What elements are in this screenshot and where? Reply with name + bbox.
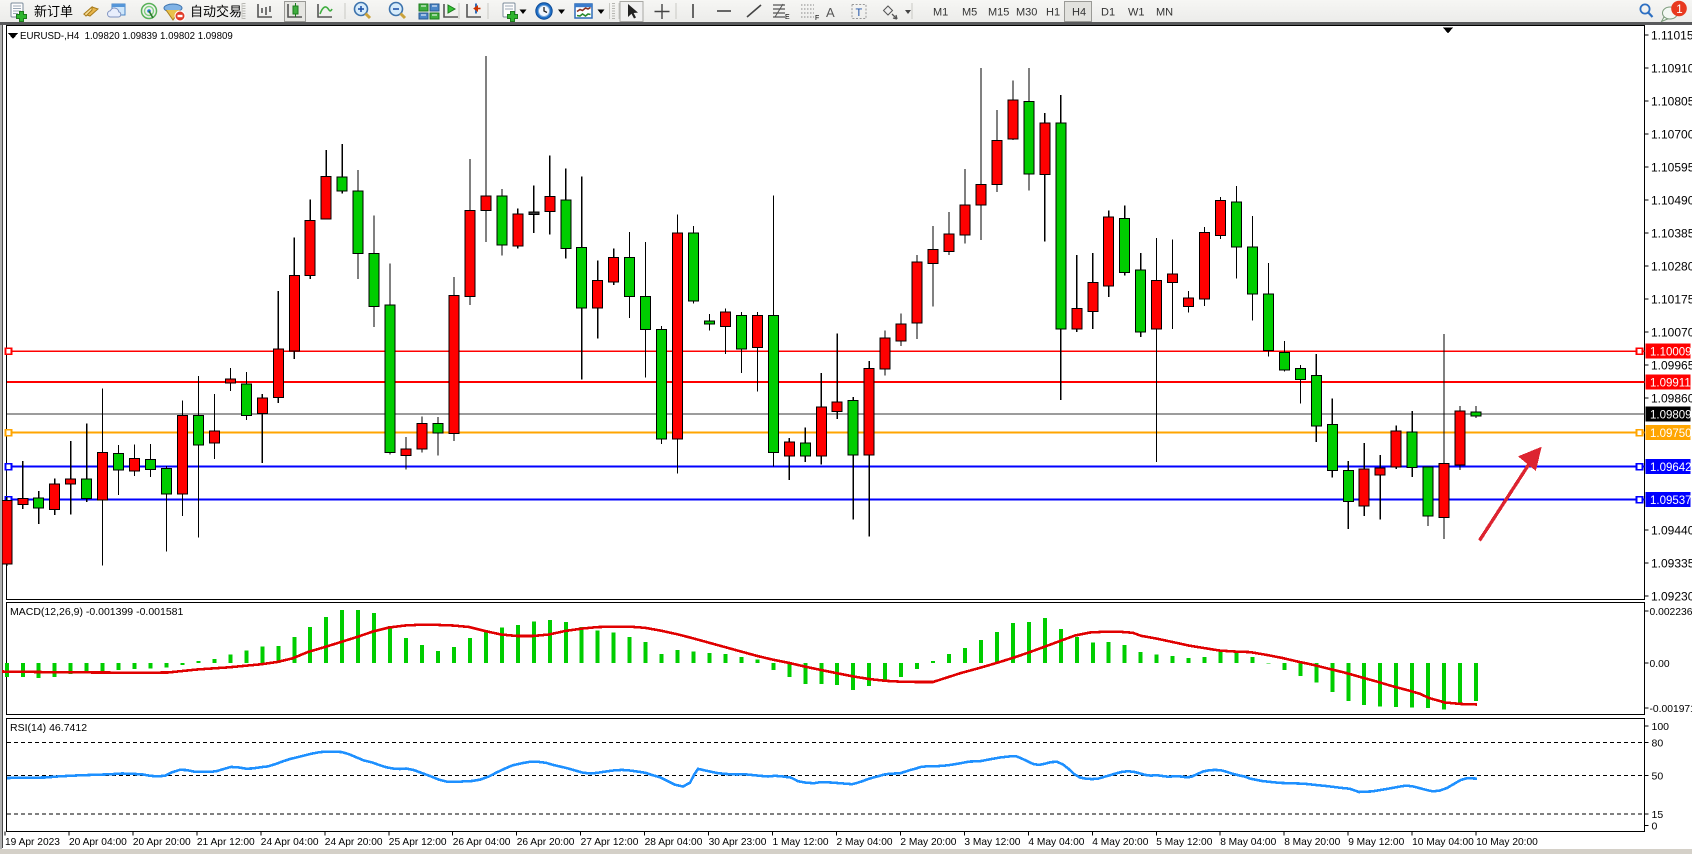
svg-text:F: F [815, 15, 819, 22]
svg-text:1.10595: 1.10595 [1651, 160, 1692, 174]
svg-text:1.10175: 1.10175 [1651, 293, 1692, 307]
svg-text:MN: MN [1156, 7, 1173, 19]
svg-text:1.09537: 1.09537 [1650, 495, 1692, 507]
svg-text:新订单: 新订单 [34, 4, 73, 19]
svg-text:2 May 04:00: 2 May 04:00 [837, 837, 893, 848]
svg-text:MACD(12,26,9) -0.001399 -0.001: MACD(12,26,9) -0.001399 -0.001581 [10, 606, 184, 618]
svg-text:2 May 20:00: 2 May 20:00 [900, 837, 956, 848]
svg-text:1.11015: 1.11015 [1651, 28, 1692, 42]
svg-text:H1: H1 [1046, 7, 1060, 19]
svg-text:1.10490: 1.10490 [1651, 193, 1692, 207]
svg-text:M5: M5 [962, 7, 977, 19]
svg-text:9 May 12:00: 9 May 12:00 [1348, 837, 1404, 848]
svg-text:-0.001971: -0.001971 [1650, 704, 1692, 715]
svg-text:100: 100 [1652, 721, 1670, 733]
svg-text:1.09911: 1.09911 [1650, 378, 1691, 390]
svg-text:1.09642: 1.09642 [1650, 462, 1692, 474]
svg-text:20 Apr 20:00: 20 Apr 20:00 [133, 837, 191, 848]
svg-text:1.10700: 1.10700 [1651, 127, 1692, 141]
svg-text:1.09965: 1.09965 [1651, 359, 1692, 373]
svg-text:1.10009: 1.10009 [1650, 347, 1692, 359]
svg-text:D1: D1 [1101, 7, 1115, 19]
svg-text:RSI(14) 46.7412: RSI(14) 46.7412 [10, 722, 87, 734]
svg-text:1.09860: 1.09860 [1651, 392, 1692, 406]
svg-text:1.10805: 1.10805 [1651, 94, 1692, 108]
svg-text:26 Apr 20:00: 26 Apr 20:00 [517, 837, 575, 848]
svg-text:1.10910: 1.10910 [1651, 61, 1692, 75]
svg-text:1: 1 [1676, 4, 1682, 16]
svg-text:24 Apr 20:00: 24 Apr 20:00 [325, 837, 383, 848]
svg-text:A: A [826, 5, 835, 20]
svg-text:10 May 20:00: 10 May 20:00 [1476, 837, 1538, 848]
svg-text:M30: M30 [1016, 7, 1037, 19]
svg-text:1.09440: 1.09440 [1651, 524, 1692, 538]
svg-text:8 May 20:00: 8 May 20:00 [1284, 837, 1340, 848]
svg-text:自动交易: 自动交易 [190, 4, 242, 19]
svg-text:19 Apr 2023: 19 Apr 2023 [5, 837, 60, 848]
svg-text:0.002236: 0.002236 [1650, 607, 1692, 618]
svg-text:1.10385: 1.10385 [1651, 226, 1692, 240]
svg-text:H4: H4 [1072, 7, 1086, 19]
svg-text:21 Apr 12:00: 21 Apr 12:00 [197, 837, 255, 848]
svg-text:3 May 12:00: 3 May 12:00 [964, 837, 1020, 848]
svg-text:30 Apr 23:00: 30 Apr 23:00 [709, 837, 767, 848]
svg-text:20 Apr 04:00: 20 Apr 04:00 [69, 837, 127, 848]
svg-text:W1: W1 [1128, 7, 1145, 19]
svg-text:8 May 04:00: 8 May 04:00 [1220, 837, 1276, 848]
svg-text:10 May 04:00: 10 May 04:00 [1412, 837, 1474, 848]
svg-text:0.00: 0.00 [1650, 659, 1670, 670]
svg-text:M15: M15 [988, 7, 1009, 19]
svg-text:28 Apr 04:00: 28 Apr 04:00 [645, 837, 703, 848]
svg-text:27 Apr 12:00: 27 Apr 12:00 [581, 837, 639, 848]
svg-text:E: E [785, 14, 790, 21]
svg-text:1.09335: 1.09335 [1651, 557, 1692, 571]
svg-text:25 Apr 12:00: 25 Apr 12:00 [389, 837, 447, 848]
svg-text:1.10280: 1.10280 [1651, 260, 1692, 274]
svg-text:50: 50 [1652, 771, 1664, 783]
svg-text:5 May 12:00: 5 May 12:00 [1156, 837, 1212, 848]
svg-text:24 Apr 04:00: 24 Apr 04:00 [261, 837, 319, 848]
svg-text:M1: M1 [933, 7, 948, 19]
svg-text:1.09750: 1.09750 [1650, 428, 1692, 440]
svg-text:4 May 04:00: 4 May 04:00 [1028, 837, 1084, 848]
svg-text:4 May 20:00: 4 May 20:00 [1092, 837, 1148, 848]
svg-text:T: T [856, 7, 863, 19]
svg-text:15: 15 [1652, 809, 1664, 821]
svg-text:1.10070: 1.10070 [1651, 326, 1692, 340]
svg-text:80: 80 [1652, 738, 1664, 750]
svg-text:EURUSD-,H4 1.09820 1.09839 1.: EURUSD-,H4 1.09820 1.09839 1.09802 1.098… [20, 31, 233, 42]
svg-text:26 Apr 04:00: 26 Apr 04:00 [453, 837, 511, 848]
svg-text:1.09230: 1.09230 [1651, 590, 1692, 604]
svg-text:1 May 12:00: 1 May 12:00 [773, 837, 829, 848]
svg-text:1.09809: 1.09809 [1650, 410, 1692, 422]
svg-text:0: 0 [1652, 821, 1658, 833]
